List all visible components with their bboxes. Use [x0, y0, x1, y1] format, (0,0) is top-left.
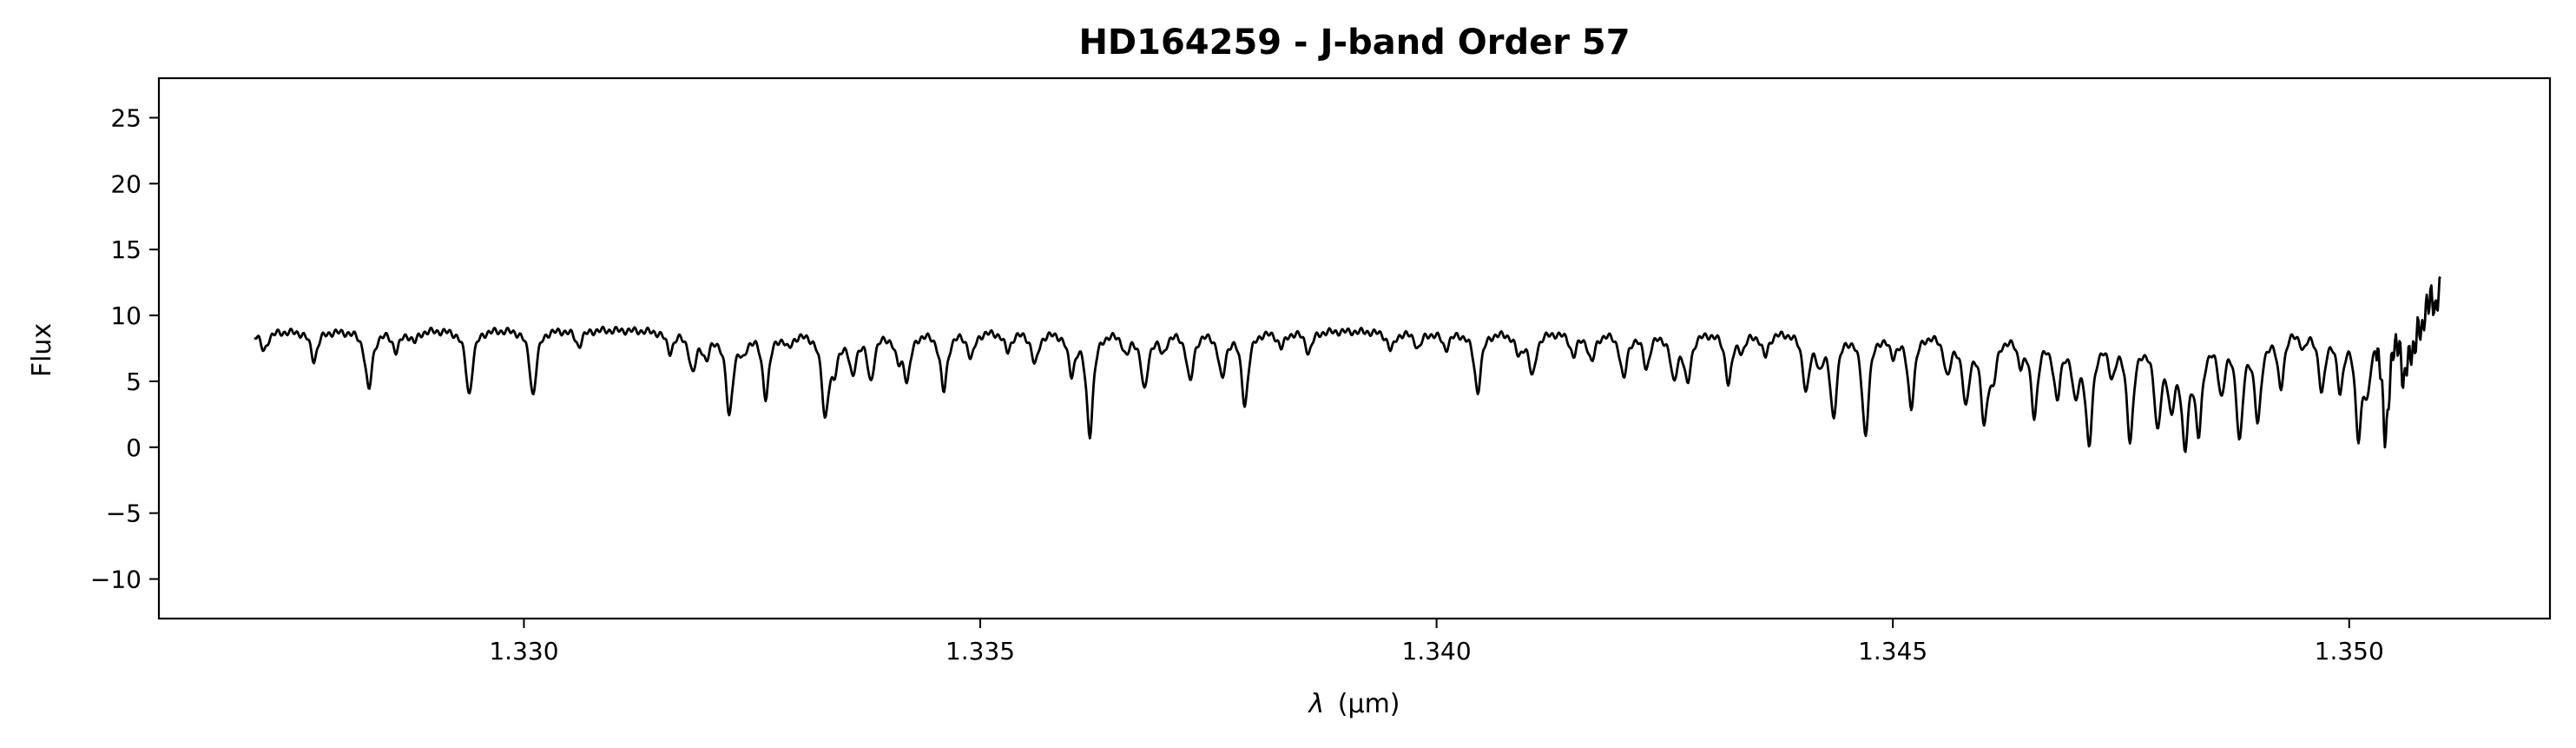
x-axis-label: λ (μm): [1307, 689, 1400, 719]
spectrum-line: [254, 275, 2441, 453]
x-ticks: 1.330 1.335 1.340 1.345 1.350: [489, 619, 2384, 665]
x-axis-unit: (μm): [1338, 689, 1400, 719]
y-tick-label: 0: [126, 434, 142, 462]
y-tick-label: −5: [106, 500, 142, 528]
y-tick-label: 5: [126, 367, 142, 396]
x-tick-label: 1.330: [489, 637, 558, 665]
y-tick-label: 15: [110, 235, 142, 264]
y-tick-label: 25: [110, 104, 142, 133]
x-tick-label: 1.350: [2315, 637, 2384, 665]
y-axis-label: Flux: [27, 323, 57, 377]
x-tick-label: 1.340: [1402, 637, 1472, 665]
x-axis-symbol: λ: [1307, 689, 1324, 719]
axes-frame: [157, 76, 2552, 620]
y-tick-label: 10: [110, 301, 142, 330]
y-tick-label: 20: [110, 169, 142, 198]
y-tick-label: −10: [90, 565, 142, 593]
plot-area: 1.330 1.335 1.340 1.345 1.350 −10 −5 0 5 10 15 20 2…: [90, 76, 2552, 665]
chart-title: HD164259 - J-band Order 57: [1078, 23, 1630, 63]
x-tick-label: 1.345: [1858, 637, 1927, 665]
y-ticks: −10 −5 0 5 10 15 20 25: [90, 104, 159, 593]
x-tick-label: 1.335: [945, 637, 1015, 665]
